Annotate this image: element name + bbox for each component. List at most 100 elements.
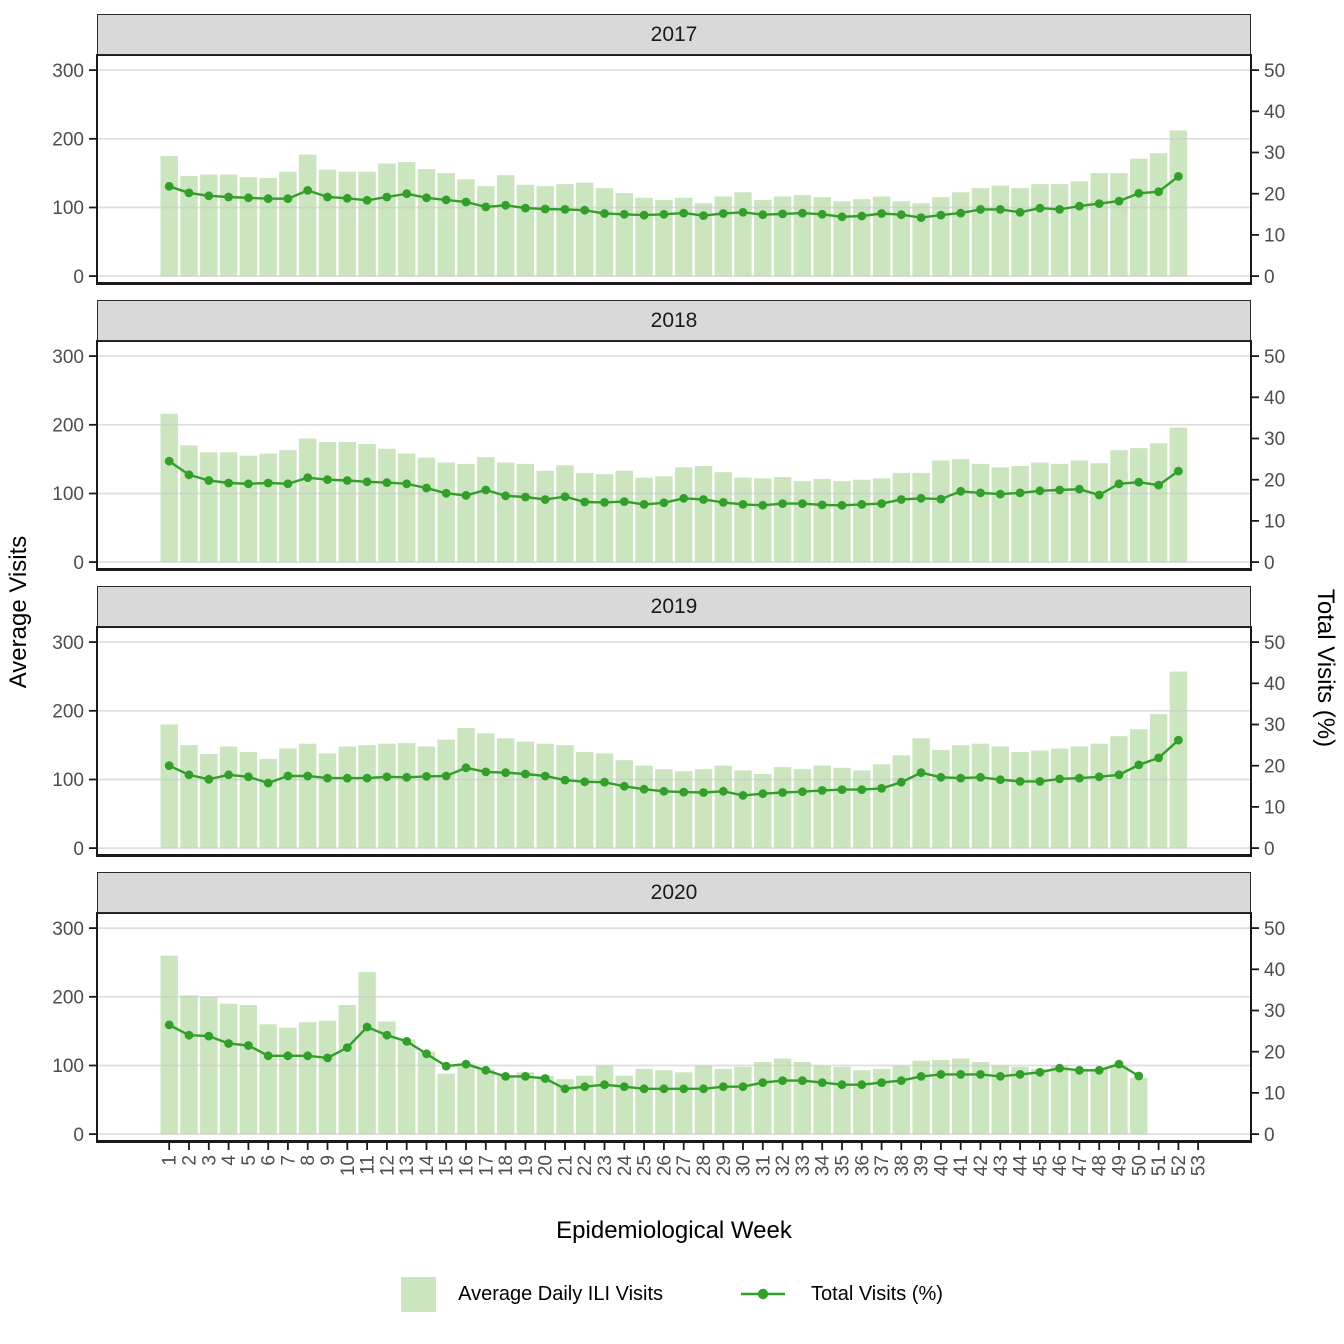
panel-2019-line [164, 735, 1183, 800]
facet-strip-2017: 2017 [97, 14, 1251, 55]
svg-text:300: 300 [52, 347, 84, 368]
svg-text:43: 43 [991, 1155, 1012, 1176]
svg-text:31: 31 [753, 1155, 774, 1176]
svg-text:0: 0 [73, 553, 84, 574]
svg-text:0: 0 [1264, 553, 1275, 574]
svg-text:3: 3 [199, 1155, 220, 1166]
svg-text:20: 20 [1264, 184, 1285, 205]
svg-text:20: 20 [536, 1155, 557, 1176]
svg-text:8: 8 [298, 1155, 319, 1166]
panel-2020-line [164, 1020, 1144, 1094]
svg-text:52: 52 [1169, 1155, 1190, 1176]
svg-text:10: 10 [338, 1155, 359, 1176]
panel-2020-bars [160, 955, 1148, 1135]
svg-text:30: 30 [1264, 715, 1285, 736]
legend-item-line: Total Visits (%) [737, 1283, 943, 1306]
x-axis: 1234567891011121314151617181920212223242… [160, 1142, 1210, 1176]
panel-2020-left-axis: 0 100 200 300 [52, 919, 97, 1146]
svg-text:50: 50 [1129, 1155, 1150, 1176]
svg-text:200: 200 [52, 129, 84, 150]
panel-2020-gridlines [97, 927, 1251, 1135]
svg-text:11: 11 [358, 1155, 379, 1175]
svg-text:0: 0 [1264, 839, 1275, 860]
svg-text:15: 15 [437, 1155, 458, 1176]
legend-line-label: Total Visits (%) [811, 1282, 943, 1305]
legend-bar-label: Average Daily ILI Visits [458, 1282, 664, 1305]
svg-text:30: 30 [1264, 1001, 1285, 1022]
svg-text:47: 47 [1070, 1155, 1091, 1176]
svg-text:18: 18 [496, 1155, 517, 1176]
facet-strip-2020: 2020 [97, 872, 1251, 913]
y-axis-title-left: Average Visits [5, 536, 32, 689]
svg-text:48: 48 [1090, 1155, 1111, 1176]
svg-text:5: 5 [239, 1155, 260, 1166]
svg-text:26: 26 [654, 1155, 675, 1176]
svg-text:1: 1 [160, 1155, 181, 1166]
panel-2019-right-axis: 0 10 20 30 40 50 [1251, 633, 1285, 860]
svg-text:9: 9 [318, 1155, 339, 1166]
svg-text:30: 30 [1264, 143, 1285, 164]
svg-text:37: 37 [872, 1155, 893, 1176]
svg-text:50: 50 [1264, 61, 1285, 82]
svg-text:50: 50 [1264, 633, 1285, 654]
svg-text:40: 40 [1264, 102, 1285, 123]
svg-text:51: 51 [1149, 1155, 1170, 1176]
facet-strip-label: 2020 [650, 880, 698, 904]
legend-item-bars: Average Daily ILI Visits [401, 1276, 664, 1312]
svg-text:0: 0 [73, 1125, 84, 1146]
svg-text:300: 300 [52, 919, 84, 940]
svg-text:300: 300 [52, 633, 84, 654]
svg-text:30: 30 [734, 1155, 755, 1176]
x-axis-title: Epidemiological Week [556, 1217, 793, 1244]
panel-2018-right-axis: 0 10 20 30 40 50 [1251, 347, 1285, 574]
panel-2018-left-axis: 0 100 200 300 [52, 347, 97, 574]
svg-text:39: 39 [912, 1155, 933, 1176]
svg-text:35: 35 [833, 1155, 854, 1176]
svg-text:49: 49 [1110, 1155, 1131, 1176]
svg-text:100: 100 [52, 1056, 84, 1077]
y-axis-title-right: Total Visits (%) [1312, 589, 1339, 747]
svg-text:27: 27 [674, 1155, 695, 1176]
line-marker-icon [741, 1288, 786, 1300]
panel-2017-left-axis: 0 100 200 300 [52, 61, 97, 288]
svg-text:24: 24 [615, 1155, 636, 1177]
svg-text:40: 40 [931, 1155, 952, 1176]
panel-2017-right-axis: 0 10 20 30 40 50 [1251, 61, 1285, 288]
svg-text:100: 100 [52, 198, 84, 219]
svg-text:300: 300 [52, 61, 84, 82]
svg-text:14: 14 [417, 1155, 438, 1177]
svg-text:16: 16 [457, 1155, 478, 1176]
svg-text:21: 21 [556, 1155, 577, 1176]
svg-text:100: 100 [52, 770, 84, 791]
svg-text:41: 41 [951, 1155, 972, 1176]
facet-strip-2019: 2019 [97, 586, 1251, 627]
panel-2017-line [164, 172, 1183, 223]
svg-text:20: 20 [1264, 1042, 1285, 1063]
svg-text:45: 45 [1030, 1155, 1051, 1176]
svg-text:44: 44 [1011, 1155, 1032, 1177]
svg-text:40: 40 [1264, 674, 1285, 695]
svg-text:22: 22 [575, 1155, 596, 1176]
svg-text:36: 36 [852, 1155, 873, 1176]
svg-text:10: 10 [1264, 798, 1285, 819]
svg-text:10: 10 [1264, 1084, 1285, 1105]
svg-text:2: 2 [180, 1155, 201, 1166]
svg-text:33: 33 [793, 1155, 814, 1176]
svg-text:29: 29 [714, 1155, 735, 1176]
svg-text:38: 38 [892, 1155, 913, 1176]
svg-text:20: 20 [1264, 756, 1285, 777]
svg-text:40: 40 [1264, 388, 1285, 409]
panel-2020-right-axis: 0 10 20 30 40 50 [1251, 919, 1285, 1146]
svg-text:10: 10 [1264, 512, 1285, 533]
svg-text:0: 0 [1264, 267, 1275, 288]
svg-text:0: 0 [1264, 1125, 1275, 1146]
svg-text:50: 50 [1264, 347, 1285, 368]
svg-text:200: 200 [52, 415, 84, 436]
svg-text:50: 50 [1264, 919, 1285, 940]
chart-legend: Average Daily ILI Visits Total Visits (%… [0, 1262, 1344, 1326]
svg-text:42: 42 [971, 1155, 992, 1176]
svg-text:12: 12 [377, 1155, 398, 1176]
svg-text:7: 7 [278, 1155, 299, 1166]
